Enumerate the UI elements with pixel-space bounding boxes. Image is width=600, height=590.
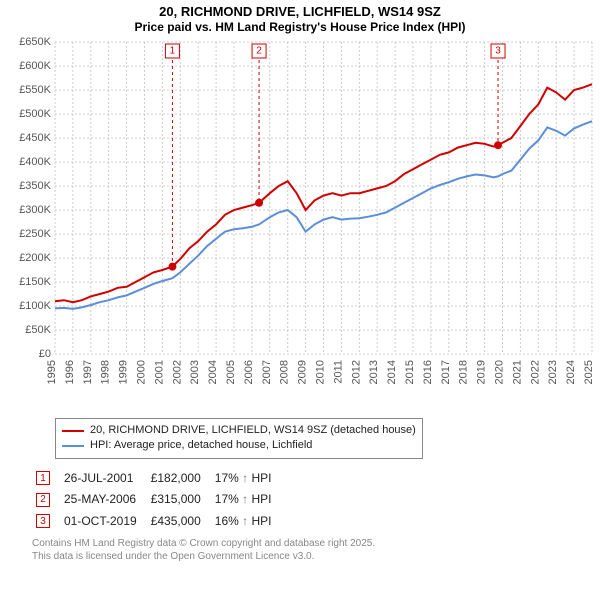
svg-text:2012: 2012: [350, 360, 362, 384]
svg-text:2010: 2010: [315, 360, 327, 384]
marker-row: 1 26-JUL-2001£182,00017% ↑ HPI: [32, 467, 285, 489]
svg-text:3: 3: [495, 46, 501, 57]
marker-badge: 1: [36, 471, 50, 485]
footer-line-2: This data is licensed under the Open Gov…: [32, 550, 600, 563]
svg-text:2000: 2000: [136, 360, 148, 384]
svg-text:2020: 2020: [494, 360, 506, 384]
svg-text:2015: 2015: [404, 360, 416, 384]
legend-label-price-paid: 20, RICHMOND DRIVE, LICHFIELD, WS14 9SZ …: [90, 423, 416, 438]
svg-text:2024: 2024: [565, 360, 577, 384]
chart-area: £0 £50K £100K £150K £200K £250K £300K £350K £400…: [0, 34, 600, 414]
svg-text:2006: 2006: [243, 360, 255, 384]
svg-text:£350K: £350K: [19, 180, 51, 192]
svg-text:2014: 2014: [386, 360, 398, 384]
marker-cell-price: £435,000: [151, 510, 215, 532]
svg-text:£150K: £150K: [19, 276, 51, 288]
marker-cell-num: 3: [32, 510, 64, 532]
marker-cell-pct: 16% ↑ HPI: [215, 510, 286, 532]
marker-badge: 3: [36, 514, 50, 528]
marker-cell-date: 26-JUL-2001: [64, 467, 151, 489]
legend-item-hpi: HPI: Average price, detached house, Lich…: [62, 438, 416, 453]
arrow-up-icon: ↑: [242, 492, 248, 506]
svg-text:2023: 2023: [547, 360, 559, 384]
svg-text:2005: 2005: [225, 360, 237, 384]
legend-item-price-paid: 20, RICHMOND DRIVE, LICHFIELD, WS14 9SZ …: [62, 423, 416, 438]
marker-table: 1 26-JUL-2001£182,00017% ↑ HPI 2 25-MAY-200…: [32, 467, 285, 532]
svg-text:2018: 2018: [458, 360, 470, 384]
arrow-up-icon: ↑: [242, 471, 248, 485]
svg-text:2019: 2019: [476, 360, 488, 384]
svg-text:£600K: £600K: [19, 60, 51, 72]
marker-cell-num: 1: [32, 467, 64, 489]
svg-text:2017: 2017: [440, 360, 452, 384]
svg-text:1997: 1997: [82, 360, 94, 384]
svg-text:2011: 2011: [332, 360, 344, 384]
svg-text:£0: £0: [39, 348, 51, 360]
marker-cell-price: £315,000: [151, 488, 215, 510]
svg-text:2021: 2021: [511, 360, 523, 384]
svg-text:£250K: £250K: [19, 228, 51, 240]
svg-text:£500K: £500K: [19, 108, 51, 120]
svg-text:£450K: £450K: [19, 132, 51, 144]
svg-text:1996: 1996: [64, 360, 76, 384]
footer-attribution: Contains HM Land Registry data © Crown c…: [32, 537, 600, 563]
svg-text:2004: 2004: [207, 360, 219, 384]
marker-cell-date: 01-OCT-2019: [64, 510, 151, 532]
svg-text:1998: 1998: [100, 360, 112, 384]
svg-text:2: 2: [256, 46, 262, 57]
svg-text:£50K: £50K: [25, 324, 51, 336]
svg-text:2022: 2022: [529, 360, 541, 384]
svg-text:2025: 2025: [583, 360, 595, 384]
marker-cell-num: 2: [32, 488, 64, 510]
legend: 20, RICHMOND DRIVE, LICHFIELD, WS14 9SZ …: [55, 418, 423, 459]
title-line-2: Price paid vs. HM Land Registry's House …: [0, 20, 600, 34]
title-line-1: 20, RICHMOND DRIVE, LICHFIELD, WS14 9SZ: [0, 4, 600, 19]
svg-text:£100K: £100K: [19, 300, 51, 312]
svg-text:1995: 1995: [46, 360, 58, 384]
marker-row: 2 25-MAY-2006£315,00017% ↑ HPI: [32, 488, 285, 510]
svg-text:£400K: £400K: [19, 156, 51, 168]
svg-text:2007: 2007: [261, 360, 273, 384]
svg-text:2001: 2001: [153, 360, 165, 384]
line-chart-svg: £0 £50K £100K £150K £200K £250K £300K £350K £400…: [0, 34, 600, 414]
marker-cell-pct: 17% ↑ HPI: [215, 467, 286, 489]
svg-text:2008: 2008: [279, 360, 291, 384]
svg-text:£300K: £300K: [19, 204, 51, 216]
arrow-up-icon: ↑: [242, 514, 248, 528]
svg-text:2002: 2002: [171, 360, 183, 384]
legend-swatch-blue: [62, 445, 84, 447]
marker-cell-pct: 17% ↑ HPI: [215, 488, 286, 510]
marker-cell-price: £182,000: [151, 467, 215, 489]
marker-badge: 2: [36, 493, 50, 507]
svg-text:2009: 2009: [297, 360, 309, 384]
svg-text:£200K: £200K: [19, 252, 51, 264]
svg-text:1: 1: [170, 46, 176, 57]
svg-text:£650K: £650K: [19, 36, 51, 48]
svg-text:£550K: £550K: [19, 84, 51, 96]
footer-line-1: Contains HM Land Registry data © Crown c…: [32, 537, 600, 550]
legend-label-hpi: HPI: Average price, detached house, Lich…: [90, 438, 312, 453]
svg-text:2003: 2003: [189, 360, 201, 384]
svg-text:2016: 2016: [422, 360, 434, 384]
svg-text:1999: 1999: [118, 360, 130, 384]
svg-text:2013: 2013: [368, 360, 380, 384]
legend-swatch-red: [62, 430, 84, 432]
marker-cell-date: 25-MAY-2006: [64, 488, 151, 510]
chart-title-block: 20, RICHMOND DRIVE, LICHFIELD, WS14 9SZ …: [0, 0, 600, 34]
marker-row: 3 01-OCT-2019£435,00016% ↑ HPI: [32, 510, 285, 532]
